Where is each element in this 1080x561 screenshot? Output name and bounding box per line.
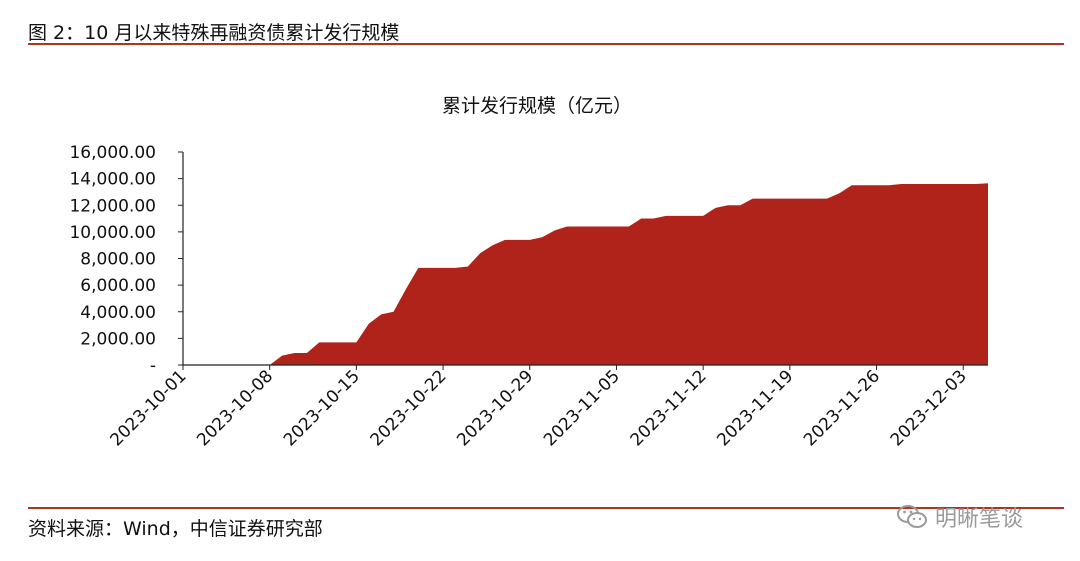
watermark-text: 明晰笔谈 <box>935 507 1024 532</box>
y-axis: - 2,000.00 4,000.00 6,000.00 8,000.00 10,000.… <box>69 143 184 376</box>
x-tick-label: 2023-10-29 <box>453 366 537 450</box>
x-tick-label: 2023-11-19 <box>713 366 797 450</box>
y-tick-label: 8,000.00 <box>80 250 156 270</box>
x-tick-label: 2023-11-05 <box>540 366 624 450</box>
series-area <box>183 183 988 365</box>
x-axis: 2023-10-01 2023-10-08 2023-10-15 2023-10-22… <box>107 364 988 450</box>
y-tick-label: 12,000.00 <box>69 196 156 216</box>
watermark: 明晰笔谈 <box>895 500 1023 534</box>
top-rule <box>28 43 1064 45</box>
y-tick-label: 2,000.00 <box>80 329 156 349</box>
wechat-icon <box>897 505 927 528</box>
y-tick-label: 16,000.00 <box>69 143 156 163</box>
y-tick-label: 4,000.00 <box>80 303 156 323</box>
chart-title: 累计发行规模（亿元） <box>442 95 632 117</box>
x-tick-label: 2023-12-03 <box>887 366 971 450</box>
figure-title: 图 2：10 月以来特殊再融资债累计发行规模 <box>28 22 400 44</box>
source-note: 资料来源：Wind，中信证券研究部 <box>28 518 323 540</box>
x-tick-label: 2023-11-12 <box>627 366 711 450</box>
y-tick-label: 10,000.00 <box>69 223 156 243</box>
y-tick-label: 6,000.00 <box>80 276 156 296</box>
y-tick-label: - <box>150 356 156 376</box>
x-tick-label: 2023-11-26 <box>800 366 884 450</box>
bottom-rule <box>28 507 1064 509</box>
plot-area <box>183 183 988 365</box>
chart: 累计发行规模（亿元） - 2,000.00 4,000.00 6,000.00 8,00… <box>69 95 988 450</box>
x-tick-label: 2023-10-22 <box>367 366 451 450</box>
x-tick-label: 2023-10-01 <box>107 366 191 450</box>
y-tick-label: 14,000.00 <box>69 170 156 190</box>
x-tick-label: 2023-10-15 <box>280 366 364 450</box>
x-tick-label: 2023-10-08 <box>193 366 277 450</box>
